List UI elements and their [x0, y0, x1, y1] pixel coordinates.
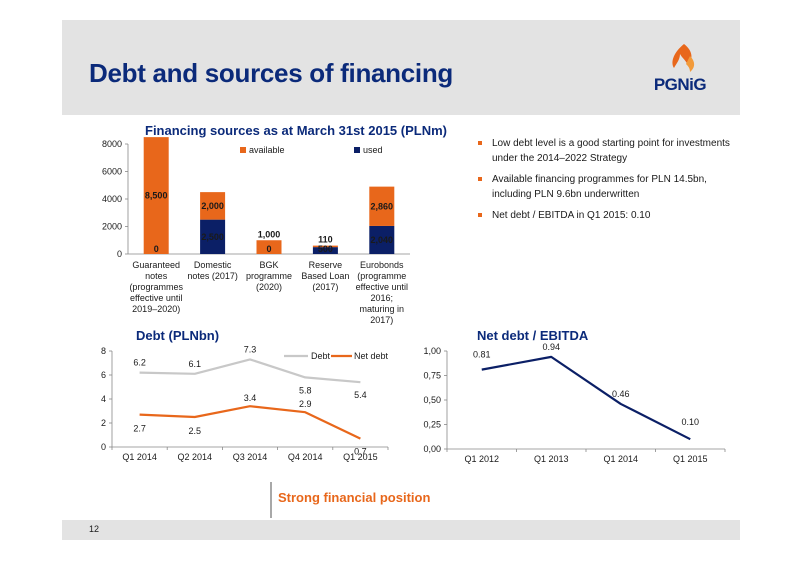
bar-y-tick-label: 6000 [102, 167, 122, 177]
bar-available-label: 8,500 [145, 191, 168, 201]
legend-label-debt: Debt [311, 351, 331, 361]
debt-data-label: 7.3 [244, 344, 257, 354]
ratio-series-line [481, 355, 691, 441]
bar-available-label: 2,000 [201, 201, 224, 211]
debt-y-tick-label: 0 [101, 442, 106, 452]
bar-available [143, 137, 169, 254]
debt-x-tick-label: Q1 2014 [122, 452, 157, 462]
bar-category-label: Eurobonds (programme effective until 2016; m… [356, 260, 408, 325]
bullet-list: Low debt level is a good starting point … [478, 136, 738, 229]
bar-category-label: Reserve Based Loan (2017) [301, 260, 349, 292]
debt-data-label: 6.2 [133, 358, 146, 368]
ratio-y-tick-label: 0,00 [423, 444, 441, 454]
debt-x-tick-label: Q1 2015 [343, 452, 378, 462]
debt-series-line [139, 358, 361, 384]
legend-swatch-available [240, 147, 246, 153]
bar-y-tick-label: 4000 [102, 194, 122, 204]
pgnig-flame-icon [672, 44, 695, 72]
debt-data-label: 2.5 [189, 426, 202, 436]
legend-label-net-debt: Net debt [354, 351, 389, 361]
debt-data-label: 2.7 [133, 424, 146, 434]
ratio-x-tick-label: Q1 2015 [673, 454, 708, 464]
bullet-item: Low debt level is a good starting point … [478, 136, 738, 166]
ratio-chart-title: Net debt / EBITDA [477, 328, 589, 343]
bar-y-tick-label: 0 [117, 249, 122, 259]
ratio-y-tick-label: 0,75 [423, 371, 441, 381]
bar-available [369, 186, 395, 226]
footer-divider [270, 482, 272, 518]
page-number: 12 [89, 524, 100, 534]
bar-used-label: 0 [154, 244, 159, 254]
bar-available [312, 245, 338, 248]
debt-data-label: 2.9 [299, 399, 312, 409]
ratio-data-label: 0.10 [681, 417, 699, 427]
debt-data-label: 0.7 [354, 447, 367, 457]
debt-chart: Debt (PLNbn) Debt Net debt 0 2 4 6 8 Q1 2014 Q2… [101, 328, 389, 462]
bar-category-label: Domestic notes (2017) [187, 260, 238, 281]
debt-data-label: 5.4 [354, 390, 367, 400]
footer-band [62, 520, 740, 540]
bar-available-label: 110 [318, 235, 333, 245]
bar-used-label: 2,500 [201, 232, 224, 242]
bar-available [200, 192, 226, 220]
ratio-data-label: 0.81 [473, 350, 491, 360]
pgnig-logo-text: PGNiG [653, 75, 707, 94]
ratio-x-tick-label: Q1 2013 [534, 454, 569, 464]
bar-category-label: BGK programme (2020) [246, 260, 292, 292]
legend-label-used: used [363, 145, 383, 155]
debt-y-tick-label: 2 [101, 418, 106, 428]
ratio-data-label: 0.46 [612, 389, 630, 399]
net-debt-ebitda-chart: Net debt / EBITDA 0,00 0,25 0,50 0,75 1,00 Q1… [423, 328, 726, 464]
ratio-data-label: 0.94 [542, 342, 560, 352]
ratio-y-tick-label: 0,50 [423, 395, 441, 405]
bullet-item: Available financing programmes for PLN 1… [478, 172, 738, 202]
debt-data-label: 5.8 [299, 385, 312, 395]
header-band [62, 20, 740, 115]
debt-series-line [139, 405, 361, 440]
ratio-y-tick-label: 1,00 [423, 346, 441, 356]
bar-available-label: 1,000 [258, 229, 281, 239]
bar-used [200, 219, 226, 254]
bar-used [312, 247, 338, 254]
bar-y-tick-label: 2000 [102, 222, 122, 232]
debt-data-label: 6.1 [189, 359, 202, 369]
financing-sources-chart: Financing sources as at March 31st 2015 … [102, 123, 447, 325]
bar-category-label: Guaranteed notes (programmes effective unti… [129, 260, 183, 314]
debt-x-tick-label: Q2 2014 [178, 452, 213, 462]
legend-label-available: available [249, 145, 285, 155]
bar-available [256, 240, 282, 254]
debt-y-tick-label: 6 [101, 370, 106, 380]
ratio-x-tick-label: Q1 2012 [464, 454, 499, 464]
bar-chart-title: Financing sources as at March 31st 2015 … [145, 123, 447, 138]
bar-used [369, 225, 395, 254]
debt-chart-title: Debt (PLNbn) [136, 328, 219, 343]
bar-available-label: 2,860 [371, 201, 394, 211]
ratio-y-tick-label: 0,25 [423, 420, 441, 430]
debt-x-tick-label: Q3 2014 [233, 452, 268, 462]
bar-used-label: 2,040 [371, 235, 394, 245]
debt-y-tick-label: 8 [101, 346, 106, 356]
legend-swatch-used [354, 147, 360, 153]
debt-y-tick-label: 4 [101, 394, 106, 404]
bar-y-tick-label: 8000 [102, 139, 122, 149]
debt-x-tick-label: Q4 2014 [288, 452, 323, 462]
bar-used-label: 0 [266, 244, 271, 254]
debt-data-label: 3.4 [244, 393, 257, 403]
bullet-item: Net debt / EBITDA in Q1 2015: 0.10 [478, 208, 738, 223]
ratio-x-tick-label: Q1 2014 [603, 454, 638, 464]
footer-tagline: Strong financial position [278, 490, 431, 505]
bar-used-label: 500 [318, 244, 333, 254]
page-title: Debt and sources of financing [89, 58, 454, 88]
